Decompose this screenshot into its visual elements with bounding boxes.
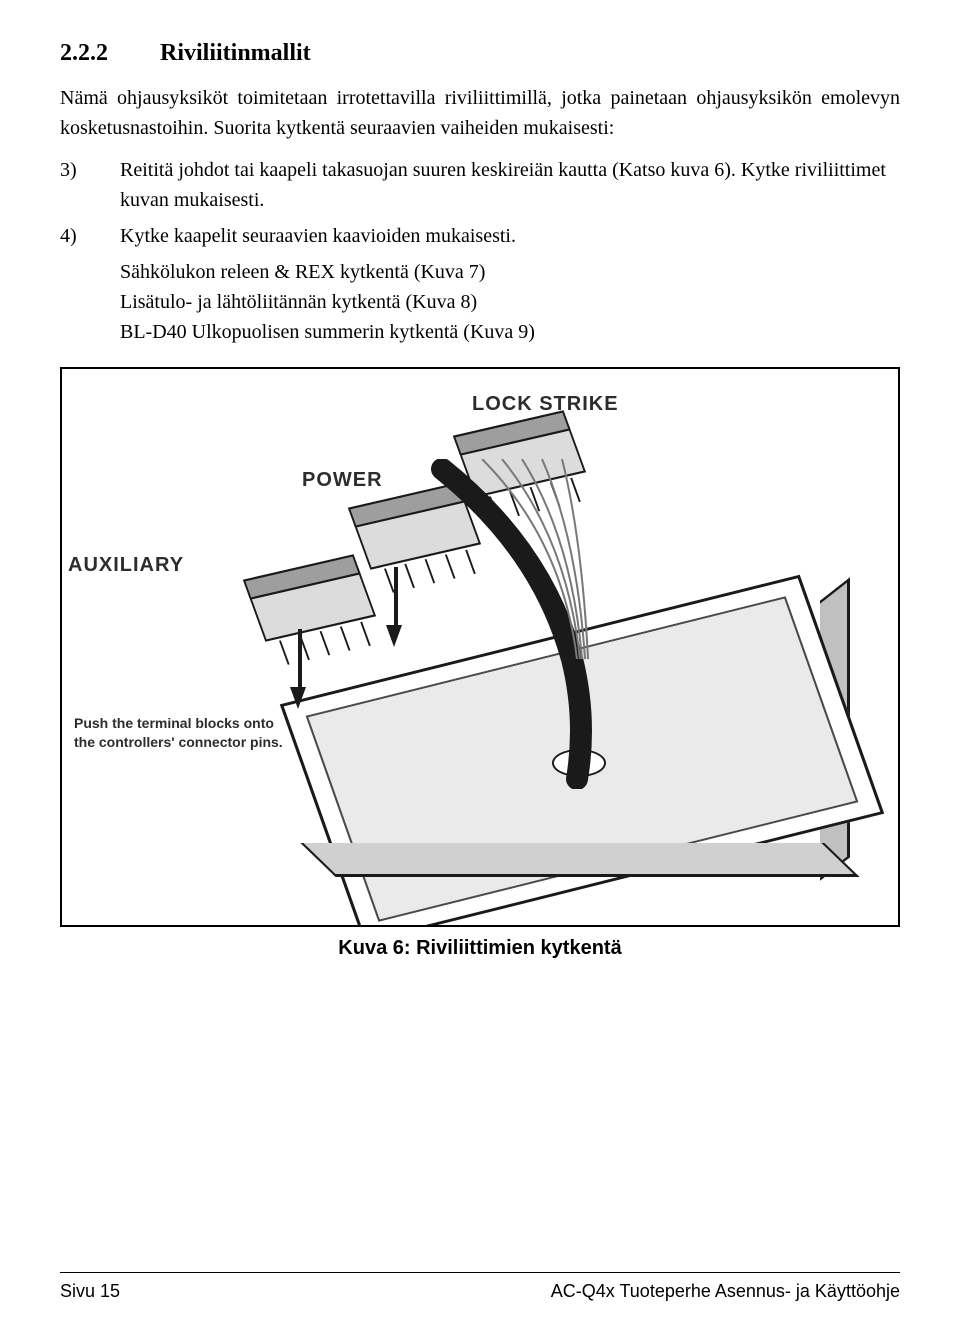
page-footer: Sivu 15 AC-Q4x Tuoteperhe Asennus- ja Kä… (60, 1272, 900, 1302)
section-title: Riviliitinmallit (160, 40, 311, 66)
step-text: Kytke kaapelit seuraavien kaavioiden muk… (120, 221, 900, 251)
arrow-down-icon (386, 625, 402, 647)
arrow-down-icon (290, 687, 306, 709)
subline: Sähkölukon releen & REX kytkentä (Kuva 7… (120, 257, 900, 287)
footer-doc-title: AC-Q4x Tuoteperhe Asennus- ja Käyttöohje (551, 1281, 900, 1302)
arrow-stem (394, 567, 398, 627)
label-power: POWER (302, 469, 383, 492)
cable-hole (552, 749, 606, 777)
push-line-2: the controllers' connector pins. (74, 734, 283, 750)
push-line-1: Push the terminal blocks onto (74, 715, 274, 731)
section-number: 2.2.2 (60, 40, 160, 67)
step-row: 3) Reititä johdot tai kaapeli takasuojan… (60, 155, 900, 215)
figure-caption: Kuva 6: Riviliittimien kytkentä (60, 937, 900, 960)
terminal-block-lockstrike (458, 424, 586, 498)
subline: BL-D40 Ulkopuolisen summerin kytkentä (K… (120, 317, 900, 347)
step-number: 3) (60, 155, 120, 215)
figure-box: LOCK STRIKE POWER AUXILIARY Push the ter… (60, 367, 900, 927)
step-text: Reititä johdot tai kaapeli takasuojan su… (120, 155, 900, 215)
intro-paragraph: Nämä ohjausyksiköt toimitetaan irrotetta… (60, 83, 900, 143)
subline: Lisätulo- ja lähtöliitännän kytkentä (Ku… (120, 287, 900, 317)
label-push: Push the terminal blocks onto the contro… (74, 714, 283, 752)
plate-side-front (300, 843, 859, 877)
section-heading: 2.2.2Riviliitinmallit (60, 40, 900, 67)
terminal-block-power (353, 496, 481, 570)
label-auxiliary: AUXILIARY (68, 554, 184, 577)
arrow-stem (298, 629, 302, 689)
footer-page-number: Sivu 15 (60, 1281, 120, 1302)
label-lockstrike: LOCK STRIKE (472, 393, 619, 416)
terminal-block-auxiliary (248, 568, 376, 642)
step-number: 4) (60, 221, 120, 251)
step-row: 4) Kytke kaapelit seuraavien kaavioiden … (60, 221, 900, 251)
